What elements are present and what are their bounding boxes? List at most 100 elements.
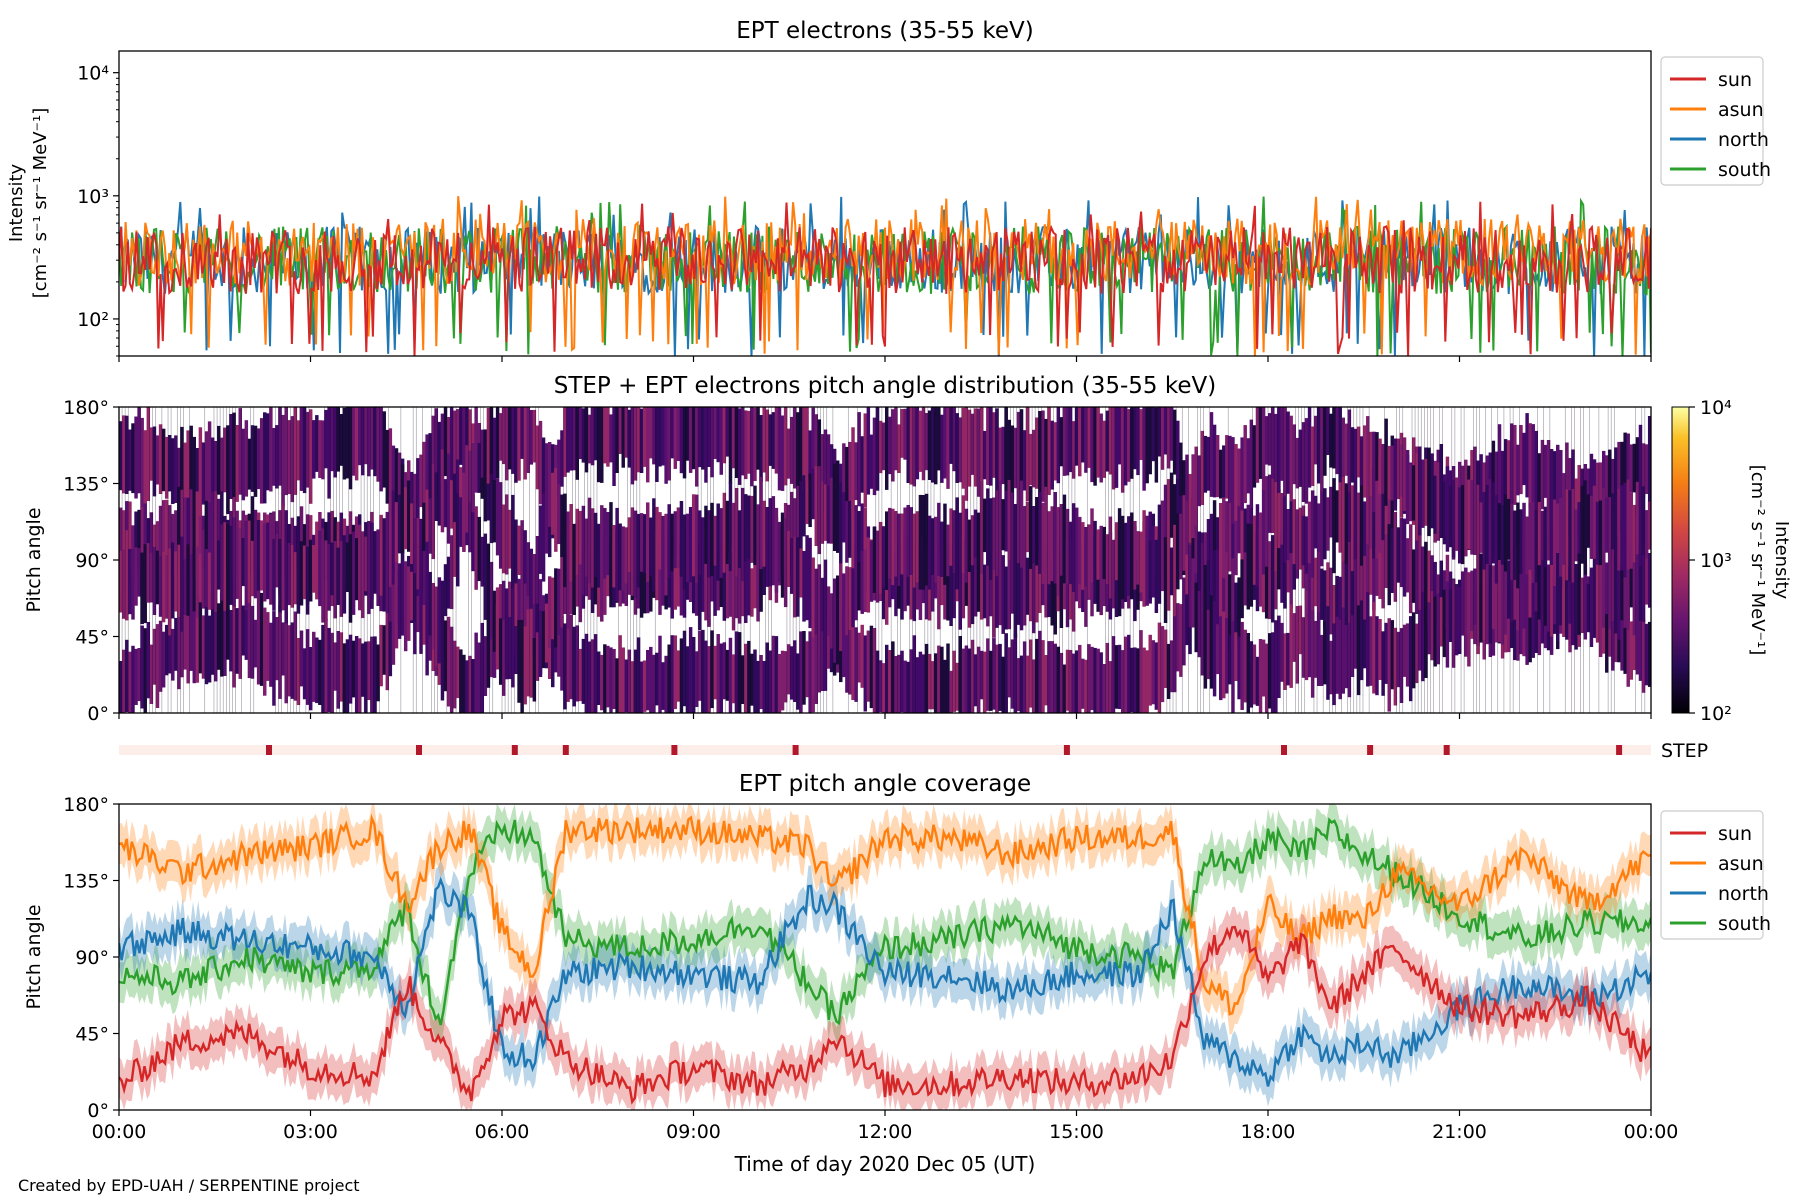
heatmap-cell (1084, 407, 1088, 473)
heatmap-cell (1595, 501, 1600, 565)
heatmap-cell (958, 417, 962, 483)
heatmap-cell (1111, 539, 1116, 589)
heatmap-cell (1038, 491, 1042, 574)
heatmap-cell (440, 413, 445, 485)
heatmap-cell (1206, 609, 1211, 680)
heatmap-cell (492, 417, 497, 480)
heatmap-cell (796, 653, 800, 710)
heatmap-cell (373, 531, 377, 594)
heatmap-cell (1473, 446, 1477, 539)
heatmap-cell (1001, 656, 1005, 713)
heatmap-cell (397, 569, 402, 627)
panel2-ylabel: Pitch angle (23, 507, 45, 612)
heatmap-cell (520, 407, 524, 459)
heatmap-cell (1084, 527, 1088, 587)
heatmap-cell (1326, 407, 1330, 455)
heatmap-cell (1608, 542, 1612, 630)
heatmap-cell (1032, 538, 1036, 634)
heatmap-cell (351, 640, 356, 698)
heatmap-cell (615, 507, 619, 602)
heatmap-cell (290, 517, 295, 570)
heatmap-cell (523, 569, 527, 659)
heatmap-cell (498, 482, 503, 569)
heatmap-cell (1549, 541, 1554, 637)
heatmap-cell (1001, 499, 1005, 551)
heatmap-cell (1329, 413, 1333, 468)
heatmap-cell (143, 430, 147, 505)
heatmap-cell (695, 407, 699, 487)
heatmap-cell (1274, 413, 1278, 482)
heatmap-cell (860, 624, 864, 688)
heatmap-cell (174, 617, 178, 671)
heatmap-cell (1522, 536, 1526, 629)
heatmap-cell (593, 407, 598, 461)
heatmap-cell (137, 648, 141, 702)
heatmap-cell (217, 425, 221, 495)
heatmap-cell (180, 622, 184, 678)
heatmap-cell (881, 526, 886, 588)
heatmap-cell (177, 486, 181, 573)
heatmap-cell (452, 640, 457, 709)
heatmap-cell (1249, 524, 1254, 607)
heatmap-cell (1007, 479, 1012, 560)
heatmap-cell (636, 407, 641, 473)
heatmap-cell (983, 430, 987, 480)
heatmap-cell (655, 506, 659, 596)
heatmap-cell (658, 407, 662, 467)
heatmap-cell (1185, 501, 1189, 555)
heatmap-cell (321, 420, 325, 480)
heatmap-cell (1614, 493, 1618, 561)
heatmap-cell (256, 590, 261, 685)
heatmap-cell (710, 502, 714, 577)
heatmap-cell (293, 611, 298, 701)
intensity-line-sun (119, 201, 1651, 356)
heatmap-cell (618, 407, 622, 454)
heatmap-cell (357, 407, 362, 466)
pa-ytick-label: 180° (63, 794, 109, 816)
heatmap-cell (143, 628, 147, 713)
heatmap-cell (318, 420, 322, 478)
heatmap-cell (312, 631, 316, 702)
heatmap-cell (327, 544, 331, 611)
heatmap-cell (186, 430, 190, 507)
heatmap-cell (1007, 540, 1012, 630)
heatmap-cell (247, 520, 252, 603)
pa-ytick-label: 135° (63, 474, 109, 496)
heatmap-cell (621, 407, 625, 468)
heatmap-cell (1503, 553, 1508, 635)
heatmap-cell (765, 507, 769, 561)
heatmap-cell (676, 556, 681, 607)
heatmap-cell (897, 654, 901, 713)
heatmap-cell (354, 538, 359, 601)
heatmap-cell (1176, 603, 1180, 672)
heatmap-cell (217, 498, 221, 576)
heatmap-cell (1378, 458, 1382, 553)
heatmap-cell (906, 661, 910, 713)
heatmap-cell (333, 407, 337, 478)
heatmap-cell (1289, 513, 1293, 609)
legend-box (1660, 56, 1764, 186)
heatmap-cell (1366, 591, 1370, 687)
heatmap-cell (1114, 645, 1119, 709)
heatmap-cell (624, 527, 629, 584)
heatmap-cell (210, 593, 215, 675)
heatmap-cell (808, 537, 812, 629)
heatmap-cell (878, 660, 883, 713)
heatmap-cell (1179, 513, 1183, 580)
heatmap-cell (725, 407, 730, 457)
heatmap-cell (1010, 425, 1015, 499)
heatmap-cell (370, 407, 374, 470)
heatmap-cell (1013, 633, 1018, 713)
heatmap-cell (1022, 506, 1027, 566)
heatmap-cell (1464, 572, 1468, 657)
heatmap-cell (1598, 557, 1603, 624)
heatmap-cell (272, 428, 276, 486)
heatmap-cell (1185, 545, 1189, 595)
heatmap-cell (1513, 582, 1517, 661)
heatmap-cell (508, 407, 512, 470)
heatmap-cell (477, 443, 481, 493)
heatmap-cell (189, 489, 193, 575)
heatmap-cell (544, 443, 549, 526)
heatmap-cell (1169, 640, 1174, 693)
heatmap-cell (630, 407, 635, 485)
